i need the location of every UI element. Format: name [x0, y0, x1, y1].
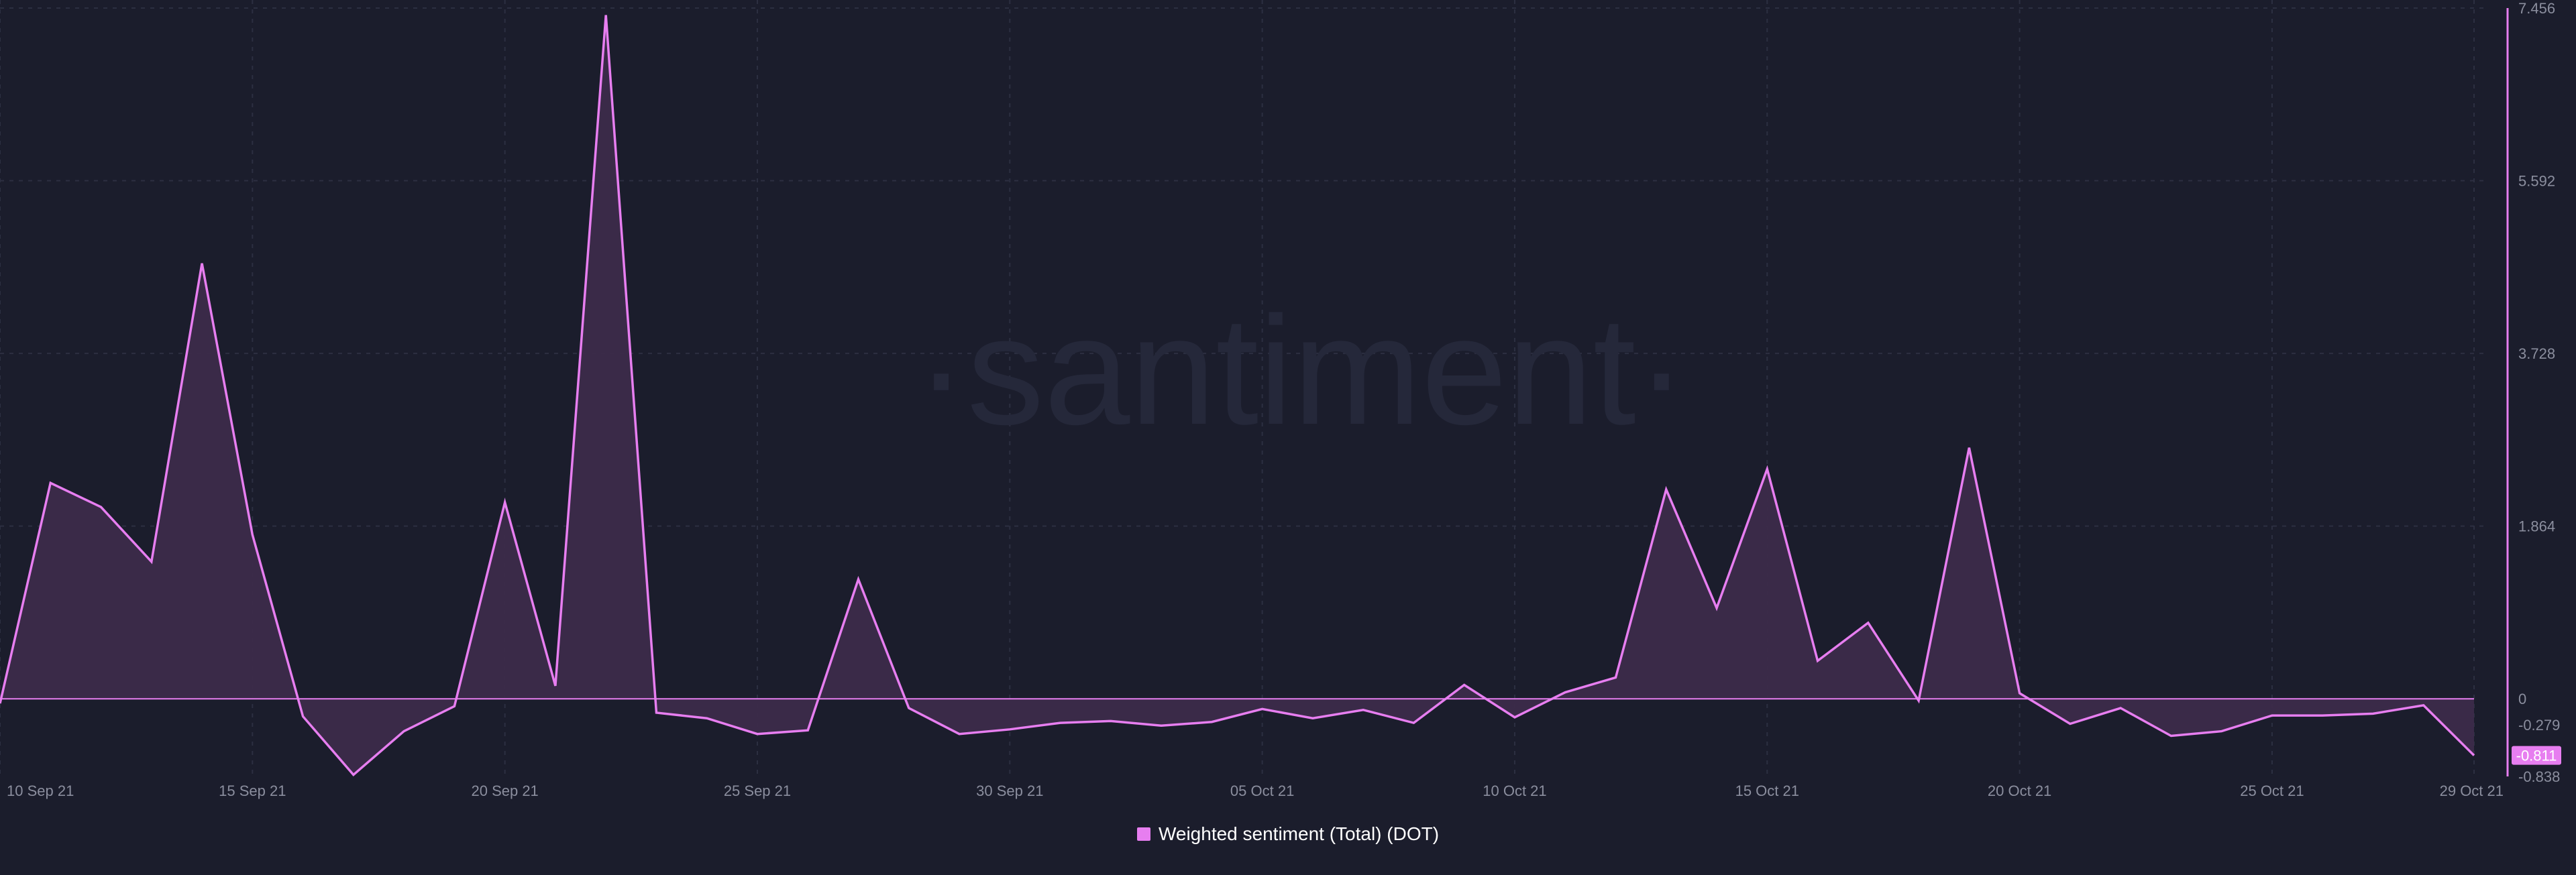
y-tick-label: -0.838 — [2518, 768, 2560, 785]
last-value-label: -0.811 — [2516, 748, 2557, 764]
y-tick-label: 0 — [2518, 691, 2526, 707]
x-tick-label: 10 Sep 21 — [7, 782, 74, 799]
x-tick-label: 30 Sep 21 — [976, 782, 1043, 799]
x-tick-label: 20 Sep 21 — [471, 782, 538, 799]
y-tick-label: -0.279 — [2518, 717, 2560, 734]
x-tick-label: 25 Sep 21 — [724, 782, 791, 799]
watermark: ·santiment· — [916, 284, 1687, 457]
legend[interactable]: Weighted sentiment (Total) (DOT) — [0, 823, 2576, 845]
x-tick-label: 05 Oct 21 — [1230, 782, 1294, 799]
x-tick-label: 15 Oct 21 — [1735, 782, 1799, 799]
x-tick-label: 20 Oct 21 — [1988, 782, 2051, 799]
legend-label: Weighted sentiment (Total) (DOT) — [1158, 823, 1440, 844]
x-tick-label: 25 Oct 21 — [2240, 782, 2304, 799]
y-tick-label: 7.456 — [2518, 0, 2555, 17]
x-tick-label: 29 Oct 21 — [2440, 782, 2504, 799]
y-tick-label: 3.728 — [2518, 345, 2555, 362]
last-value-badge — [2512, 746, 2561, 765]
y-tick-label: 1.864 — [2518, 518, 2555, 535]
series-line — [0, 15, 2475, 776]
x-tick-label: 15 Sep 21 — [219, 782, 286, 799]
x-tick-label: 10 Oct 21 — [1483, 782, 1546, 799]
legend-swatch — [1136, 827, 1150, 841]
y-tick-label: 5.592 — [2518, 173, 2555, 190]
